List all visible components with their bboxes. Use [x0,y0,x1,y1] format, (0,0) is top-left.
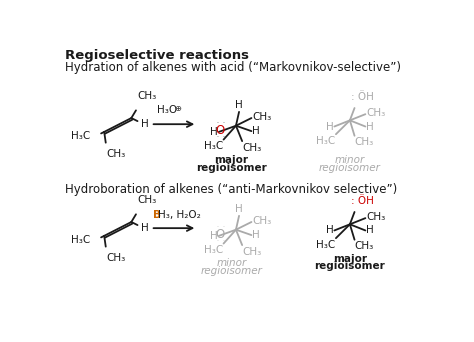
Text: O: O [216,124,225,137]
Text: regioisomer: regioisomer [201,266,262,276]
Text: minor: minor [335,155,365,165]
Text: ·  ·: · · [217,134,225,139]
Text: H₃, H₂O₂: H₃, H₂O₂ [158,210,201,220]
Text: H: H [210,127,218,137]
Text: major: major [333,253,367,264]
Text: : ÖH: : ÖH [351,92,374,102]
Text: CH₃: CH₃ [252,112,272,122]
Text: H₃O: H₃O [157,105,177,115]
Text: CH₃: CH₃ [107,253,126,263]
Text: regioisomer: regioisomer [196,163,267,173]
Text: Regioselective reactions: Regioselective reactions [65,49,249,62]
Text: Hydration of alkenes with acid (“Markovnikov-selective”): Hydration of alkenes with acid (“Markovn… [65,61,401,74]
Text: H: H [366,225,374,235]
Text: CH₃: CH₃ [107,149,126,159]
Text: CH₃: CH₃ [137,91,157,101]
Text: Hydroboration of alkenes (“anti-Markovnikov selective”): Hydroboration of alkenes (“anti-Markovni… [65,184,398,197]
Text: O: O [216,228,225,241]
Text: CH₃: CH₃ [242,247,261,256]
Text: ·  ·: · · [217,238,225,243]
Text: H₃C: H₃C [71,131,90,141]
Text: CH₃: CH₃ [242,143,261,153]
Text: H: H [252,230,260,240]
Text: H: H [141,119,148,129]
Text: : ÖH: : ÖH [351,196,374,206]
Text: H: H [252,126,260,136]
Text: minor: minor [216,258,246,268]
Text: CH₃: CH₃ [137,195,157,205]
Text: CH₃: CH₃ [366,108,385,118]
Text: CH₃: CH₃ [355,137,374,147]
Text: H: H [210,231,218,241]
Text: ⊕: ⊕ [175,104,182,114]
Text: major: major [214,155,248,165]
Text: regioisomer: regioisomer [315,261,385,271]
Text: CH₃: CH₃ [355,241,374,251]
Text: H₃C: H₃C [316,136,335,146]
Text: B: B [153,210,161,220]
Text: CH₃: CH₃ [366,212,385,222]
Text: H: H [366,121,374,132]
Text: ·  ·: · · [217,120,225,125]
Text: H: H [235,204,243,214]
Text: H: H [235,100,243,110]
Text: H: H [326,121,334,132]
Text: H₃C: H₃C [316,240,335,250]
Text: H₃C: H₃C [203,245,223,255]
Text: H₃C: H₃C [203,141,223,151]
Text: regioisomer: regioisomer [319,163,381,173]
Text: H: H [141,223,148,233]
Text: CH₃: CH₃ [252,216,272,226]
Text: H₃C: H₃C [71,235,90,245]
Text: ·  ·: · · [217,224,225,229]
Text: H: H [326,225,334,235]
